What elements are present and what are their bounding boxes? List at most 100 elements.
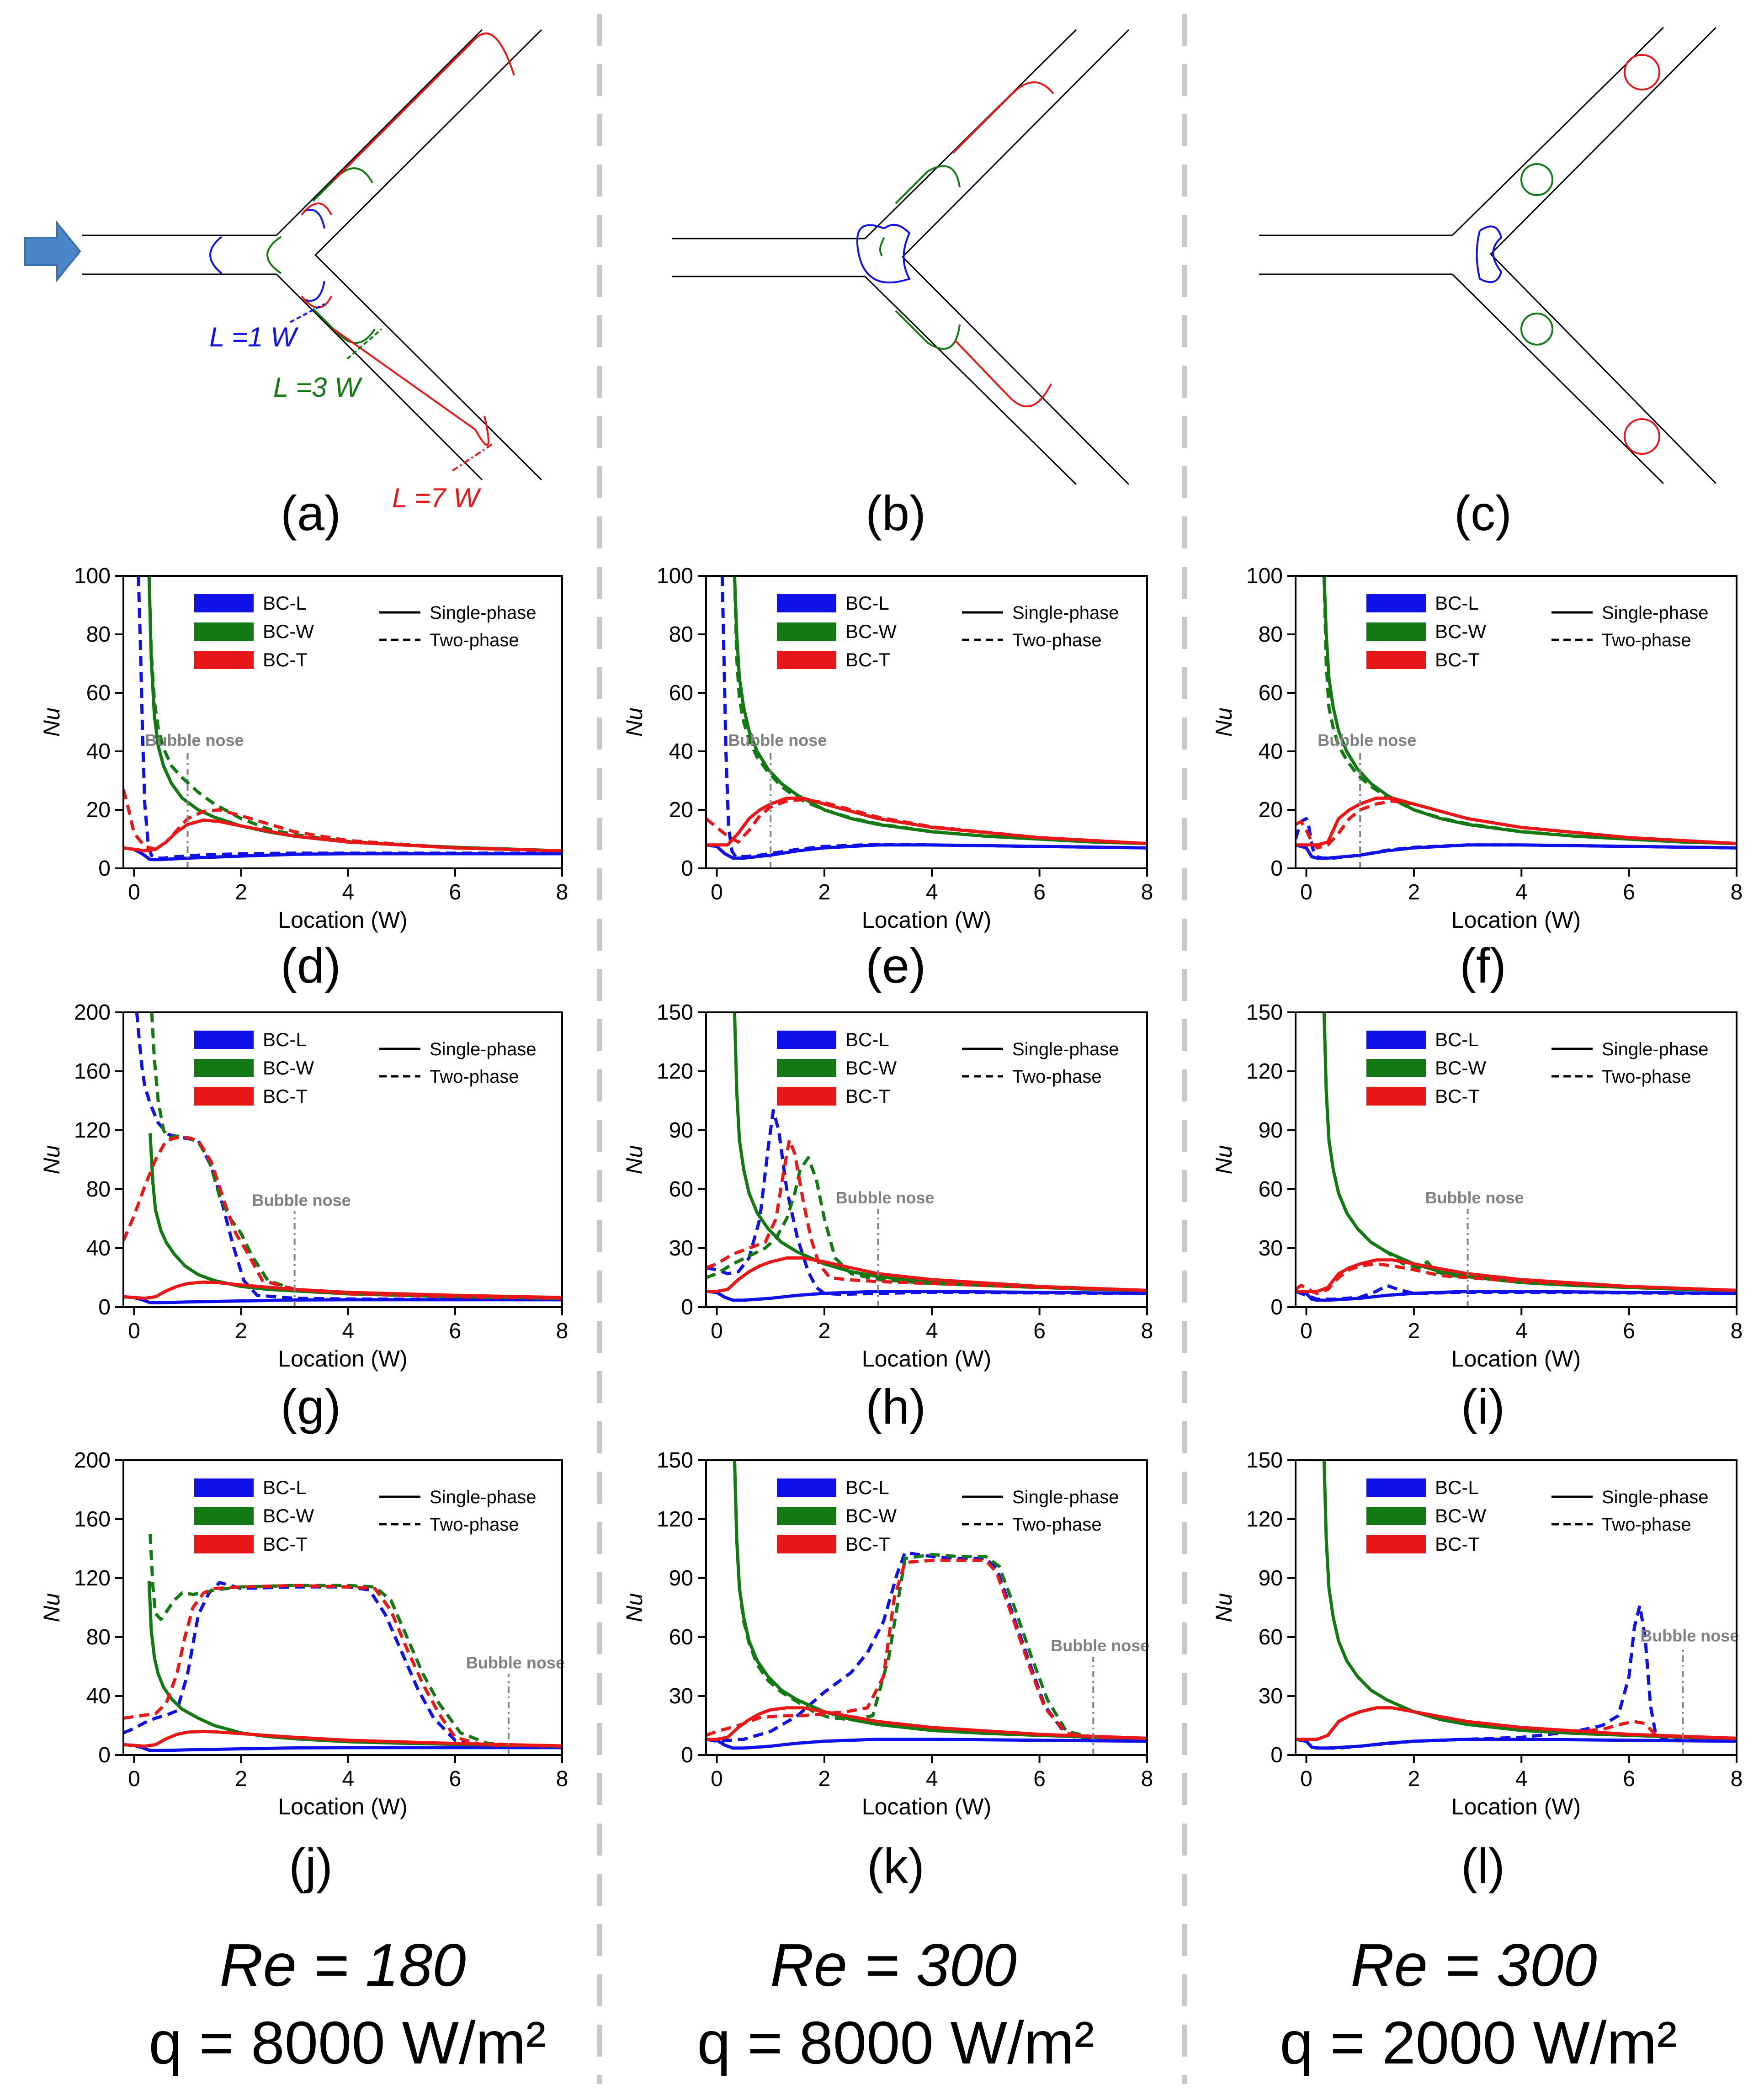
plot-frame [705,575,1148,869]
legend-style-label: Single-phase [1012,1487,1119,1507]
legend-style-label: Two-phase [1602,1515,1691,1535]
legend: BC-L BC-W BC-T Single-phase Two-phase [777,592,1119,670]
series-bc-w-two-phase [706,1156,1147,1292]
y-tick-label: 20 [1259,798,1283,822]
chart-e: Bubble nose 0 20 40 60 80 100 0 2 4 6 8 Location (W)… [622,564,1153,933]
legend-style-label: Two-phase [430,630,519,650]
x-tick-label: 2 [235,1767,247,1791]
chart-f: Bubble nose 0 20 40 60 80 100 0 2 4 6 8 Location (W)… [1211,564,1743,933]
y-tick-label: 100 [657,564,693,588]
x-tick-label: 2 [1408,880,1420,904]
y-axis-label: Nu [622,707,647,737]
y-tick-label: 60 [1259,681,1283,705]
legend-style-label: Single-phase [1012,1039,1119,1059]
series-group [1296,1012,1737,1302]
series-group [1296,1460,1737,1750]
x-tick-label: 8 [1731,1767,1743,1791]
legend-style-label: Single-phase [1602,1487,1709,1507]
series-bc-l-single-phase [706,1290,1147,1302]
legend: BC-L BC-W BC-T Single-phase Two-phase [777,1029,1119,1107]
bubble-nose-label: Bubble nose [145,731,244,750]
caption-re-col1: Re = 180 [219,1931,466,1999]
bubble-nose-label: Bubble nose [728,731,827,750]
flow-arrow-icon [24,220,81,282]
schematic-b [672,29,1130,485]
caption-q-col2: q = 8000 W/m² [697,2009,1094,2076]
series-bc-l-two-phase [1296,817,1737,860]
x-tick-label: 4 [342,1319,354,1343]
legend-label: BC-T [1435,649,1480,670]
caption-q-col1: q = 8000 W/m² [149,2009,546,2076]
panel-label-g: (g) [281,1379,341,1434]
chart-l: Bubble nose 0 30 60 90 120 150 0 2 4 6 8 Location (W… [1211,1448,1743,1819]
y-axis-label: Nu [39,1145,64,1175]
schematic-a [24,29,542,481]
x-tick-label: 2 [818,1767,831,1791]
panel-label-l: (l) [1461,1838,1505,1893]
y-tick-label: 0 [1270,856,1283,881]
y-tick-label: 0 [1270,1743,1283,1767]
y-tick-label: 90 [1259,1118,1283,1143]
legend-swatch-bc-l [194,1478,254,1497]
x-tick-label: 2 [818,880,831,904]
chart-h: Bubble nose 0 30 60 90 120 150 0 2 4 6 8 Location (W… [622,1000,1153,1372]
y-tick-label: 120 [657,1059,693,1084]
series-bc-t-two-phase [706,1558,1147,1740]
legend: BC-L BC-W BC-T Single-phase Two-phase [777,1477,1119,1555]
y-tick-label: 100 [74,564,111,588]
panel-label-h: (h) [866,1379,926,1434]
legend-style-label: Single-phase [430,1487,537,1507]
chart-k: Bubble nose 0 30 60 90 120 150 0 2 4 6 8 Location (W… [622,1448,1153,1819]
series-bc-t-single-phase [123,1729,562,1748]
y-tick-label: 80 [86,622,111,647]
x-tick-label: 2 [235,880,247,904]
legend-label: BC-W [845,1057,897,1079]
legend-swatch-bc-t [777,1535,836,1553]
y-tick-label: 20 [86,798,111,822]
series-bc-t-two-phase [706,798,1147,846]
y-axis-label: Nu [39,1593,64,1622]
y-tick-label: 80 [86,1177,111,1202]
legend-label: BC-T [263,1533,308,1555]
y-tick-label: 90 [669,1566,693,1590]
legend-style-label: Two-phase [430,1067,519,1087]
series-bc-l-two-phase [137,576,562,860]
y-tick-label: 160 [74,1059,111,1084]
x-tick-label: 4 [1515,880,1528,904]
series-group [706,1460,1147,1750]
legend-swatch-bc-w [1366,1059,1426,1077]
y-tick-label: 30 [1259,1684,1283,1708]
x-tick-label: 0 [1300,1319,1312,1343]
y-tick-label: 40 [86,1236,111,1260]
legend-label: BC-T [1435,1085,1480,1107]
legend-style-label: Single-phase [430,603,537,623]
legend-style-label: Two-phase [1012,630,1102,650]
legend-label: BC-T [845,1085,890,1107]
panel-label-j: (j) [289,1838,333,1893]
x-tick-label: 8 [556,1767,569,1791]
legend-label: BC-W [263,1057,314,1079]
chart-j: Bubble nose 0 40 80 120 160 200 0 2 4 6 8 Location (… [39,1448,568,1819]
x-axis-label: Location (W) [1451,907,1581,933]
y-tick-label: 60 [1259,1625,1283,1649]
bubble-nose-label: Bubble nose [1640,1627,1739,1645]
legend-label: BC-L [1435,1029,1479,1050]
series-bc-l-single-phase [706,1738,1147,1750]
x-axis-label: Location (W) [862,1794,991,1819]
legend-label: BC-W [263,621,314,642]
legend-swatch-bc-w [194,1507,254,1525]
y-tick-label: 120 [657,1507,693,1532]
legend-style-label: Two-phase [1602,630,1691,650]
series-bc-t-single-phase [706,1706,1147,1741]
length-label-3w: L =3 W [273,372,363,403]
series-bc-w-two-phase [149,1534,562,1748]
y-tick-label: 60 [669,1177,693,1202]
x-tick-label: 6 [449,880,462,904]
legend-label: BC-W [1435,621,1486,642]
plot-frame [1295,1459,1737,1756]
legend-swatch-bc-w [777,1507,836,1525]
x-tick-label: 4 [342,880,354,904]
legend-swatch-bc-t [1366,1087,1426,1106]
panel-label-d: (d) [281,938,341,993]
